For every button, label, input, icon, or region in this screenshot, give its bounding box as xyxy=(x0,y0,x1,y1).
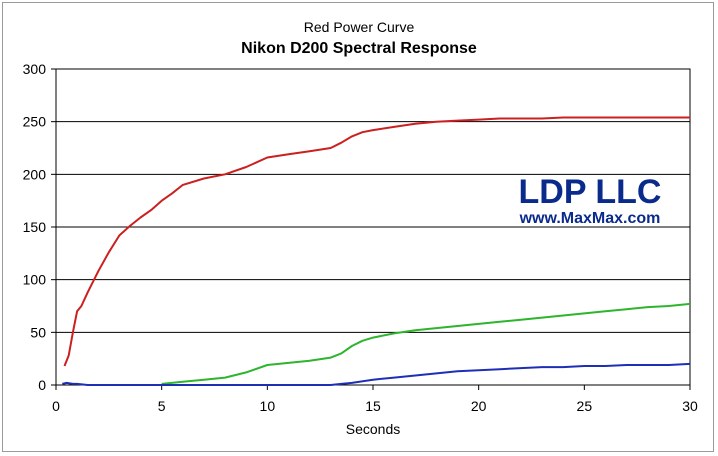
y-tick-label: 0 xyxy=(38,377,46,393)
x-axis-ticks: 0 5 10 15 20 25 30 xyxy=(52,385,698,414)
x-tick-label: 25 xyxy=(577,398,593,414)
y-tick-label: 300 xyxy=(23,61,47,77)
y-tick-label: 200 xyxy=(23,166,47,182)
chart-title: Nikon D200 Spectral Response xyxy=(241,40,477,57)
y-axis-ticks: 0 50 100 150 200 250 300 xyxy=(23,61,56,393)
series-lines xyxy=(62,116,691,386)
x-tick-label: 30 xyxy=(682,398,698,414)
series-line-3 xyxy=(62,362,691,386)
y-tick-label: 100 xyxy=(23,272,47,288)
x-tick-label: 5 xyxy=(158,398,166,414)
series-line-2 xyxy=(161,302,691,385)
x-tick-label: 0 xyxy=(52,398,60,414)
y-tick-label: 250 xyxy=(23,114,47,130)
x-tick-label: 15 xyxy=(365,398,381,414)
series-line-1 xyxy=(63,116,690,367)
watermark-url: www.MaxMax.com xyxy=(519,210,661,227)
chart-subtitle: Red Power Curve xyxy=(303,19,415,35)
x-tick-label: 10 xyxy=(260,398,276,414)
y-tick-label: 150 xyxy=(23,219,47,235)
x-tick-label: 20 xyxy=(471,398,487,414)
watermark-company: LDP LLC xyxy=(519,173,662,211)
x-axis-title: Seconds xyxy=(346,421,400,437)
y-tick-label: 50 xyxy=(30,324,46,340)
